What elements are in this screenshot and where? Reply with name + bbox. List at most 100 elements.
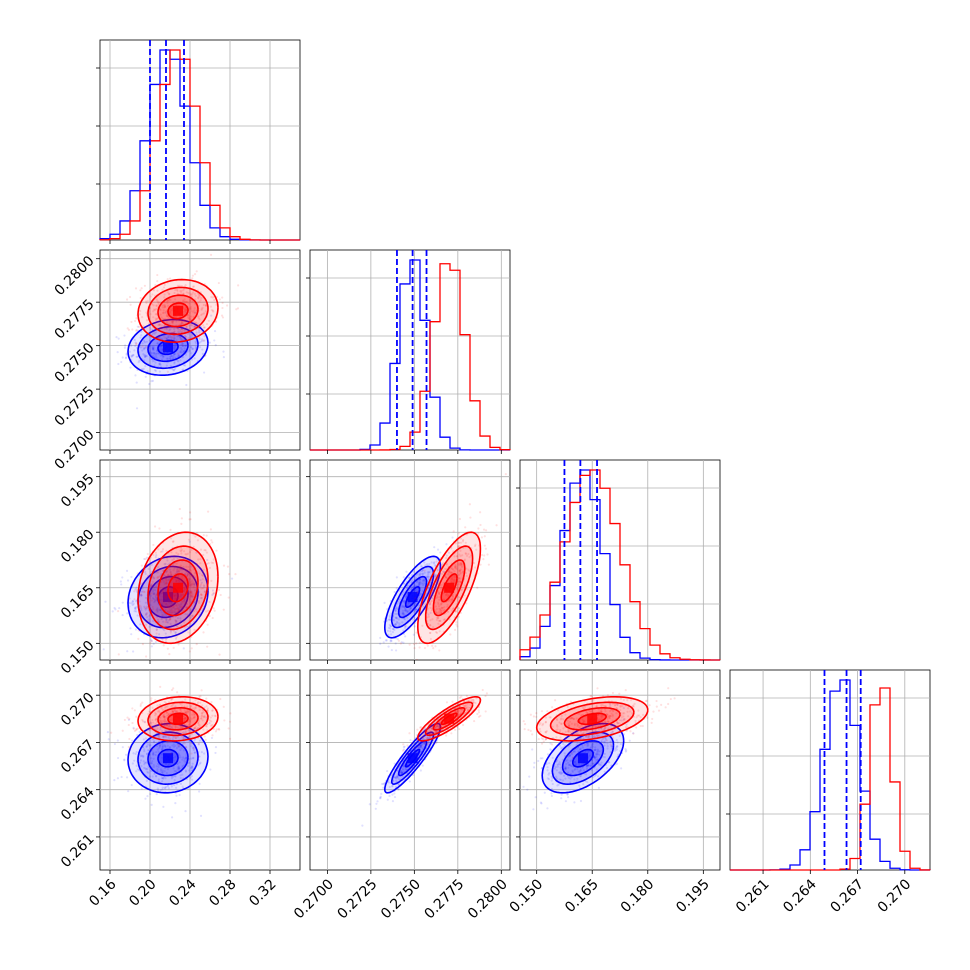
blue-sample-point — [405, 570, 408, 573]
blue-sample-point — [162, 354, 165, 358]
red-sample-point — [437, 605, 441, 608]
blue-sample-point — [412, 570, 415, 573]
blue-sample-point — [192, 583, 196, 586]
red-sample-point — [446, 573, 449, 576]
red-sample-point — [457, 596, 460, 599]
red-sample-point — [153, 525, 157, 528]
blue-sample-point — [135, 606, 138, 609]
blue-sample-point — [173, 567, 176, 570]
red-sample-point — [445, 593, 448, 596]
red-sample-point — [110, 731, 113, 734]
blue-sample-point — [193, 739, 196, 742]
red-sample-point — [168, 653, 171, 656]
blue-sample-point — [386, 769, 389, 773]
blue-sample-point — [423, 580, 426, 583]
blue-sample-point — [429, 611, 432, 614]
blue-sample-point — [417, 598, 420, 601]
red-sample-point — [190, 742, 193, 745]
blue-sample-point — [125, 776, 129, 779]
red-sample-point — [199, 557, 202, 561]
red-sample-point — [222, 705, 225, 708]
blue-sample-point — [152, 352, 155, 355]
red-sample-point — [192, 747, 195, 750]
blue-sample-point — [184, 810, 187, 813]
red-sample-point — [218, 298, 221, 301]
blue-sample-point — [124, 753, 128, 756]
blue-sample-point — [125, 356, 128, 359]
blue-sample-point — [388, 794, 391, 798]
red-sample-point — [175, 607, 178, 611]
red-sample-point — [165, 321, 168, 324]
blue-sample-point — [185, 574, 189, 577]
red-sample-point — [483, 535, 486, 538]
red-sample-point — [187, 291, 190, 295]
blue-sample-point — [190, 765, 194, 768]
red-sample-point — [155, 628, 158, 631]
blue-sample-point — [573, 801, 576, 804]
red-sample-point — [214, 730, 218, 733]
blue-sample-point — [130, 575, 133, 579]
red-sample-point — [450, 579, 453, 582]
blue-sample-point — [179, 592, 182, 595]
blue-sample-point — [391, 793, 394, 796]
red-sample-point — [423, 742, 426, 745]
blue-sample-point — [157, 352, 161, 355]
blue-sample-point — [388, 618, 391, 621]
red-sample-point — [446, 603, 449, 606]
red-sample-point — [435, 611, 438, 614]
red-sample-point — [455, 623, 458, 626]
blue-sample-point — [436, 548, 440, 551]
red-sample-point — [188, 311, 191, 314]
blue-sample-point — [152, 345, 155, 348]
blue-sample-point — [141, 368, 144, 371]
red-sample-point — [217, 727, 220, 731]
blue-sample-point — [413, 583, 416, 586]
red-sample-point — [172, 594, 176, 598]
blue-sample-point — [389, 633, 393, 636]
red-sample-point — [184, 745, 188, 748]
blue-sample-point — [145, 354, 148, 358]
red-sample-point — [144, 613, 148, 616]
blue-sample-point — [159, 354, 162, 357]
blue-sample-point — [181, 348, 184, 351]
blue-sample-point — [402, 641, 405, 644]
blue-sample-point — [162, 356, 165, 359]
red-sample-point — [133, 598, 136, 601]
red-sample-point — [198, 294, 201, 297]
red-sample-point — [437, 577, 441, 580]
blue-sample-point — [174, 786, 178, 789]
blue-sample-point — [178, 793, 181, 797]
red-sample-point — [175, 551, 178, 554]
red-sample-point — [169, 576, 172, 579]
red-sample-point — [168, 277, 172, 280]
blue-sample-point — [401, 609, 405, 612]
blue-sample-point — [180, 593, 183, 597]
blue-sample-point — [421, 579, 424, 583]
red-sample-point — [163, 326, 167, 329]
red-sample-point — [463, 584, 466, 587]
blue-sample-point — [131, 354, 134, 358]
red-sample-point — [464, 572, 467, 575]
red-sample-point — [196, 296, 200, 299]
red-sample-point — [479, 714, 482, 718]
blue-peak-cell — [163, 342, 173, 353]
blue-sample-point — [195, 342, 198, 345]
blue-sample-point — [421, 573, 424, 576]
red-sample-point — [450, 732, 453, 735]
red-sample-point — [184, 553, 187, 556]
red-sample-point — [444, 557, 448, 560]
blue-sample-point — [156, 610, 159, 613]
blue-sample-point — [422, 579, 425, 582]
blue-sample-point — [193, 589, 197, 592]
red-sample-point — [456, 580, 460, 584]
blue-sample-point — [155, 554, 158, 557]
blue-sample-point — [181, 342, 184, 345]
blue-sample-point — [143, 355, 147, 358]
blue-sample-point — [393, 792, 396, 795]
red-sample-point — [177, 352, 180, 355]
blue-sample-point — [418, 578, 421, 581]
red-sample-point — [455, 568, 458, 571]
blue-sample-point — [159, 608, 162, 611]
red-sample-point — [146, 299, 149, 302]
